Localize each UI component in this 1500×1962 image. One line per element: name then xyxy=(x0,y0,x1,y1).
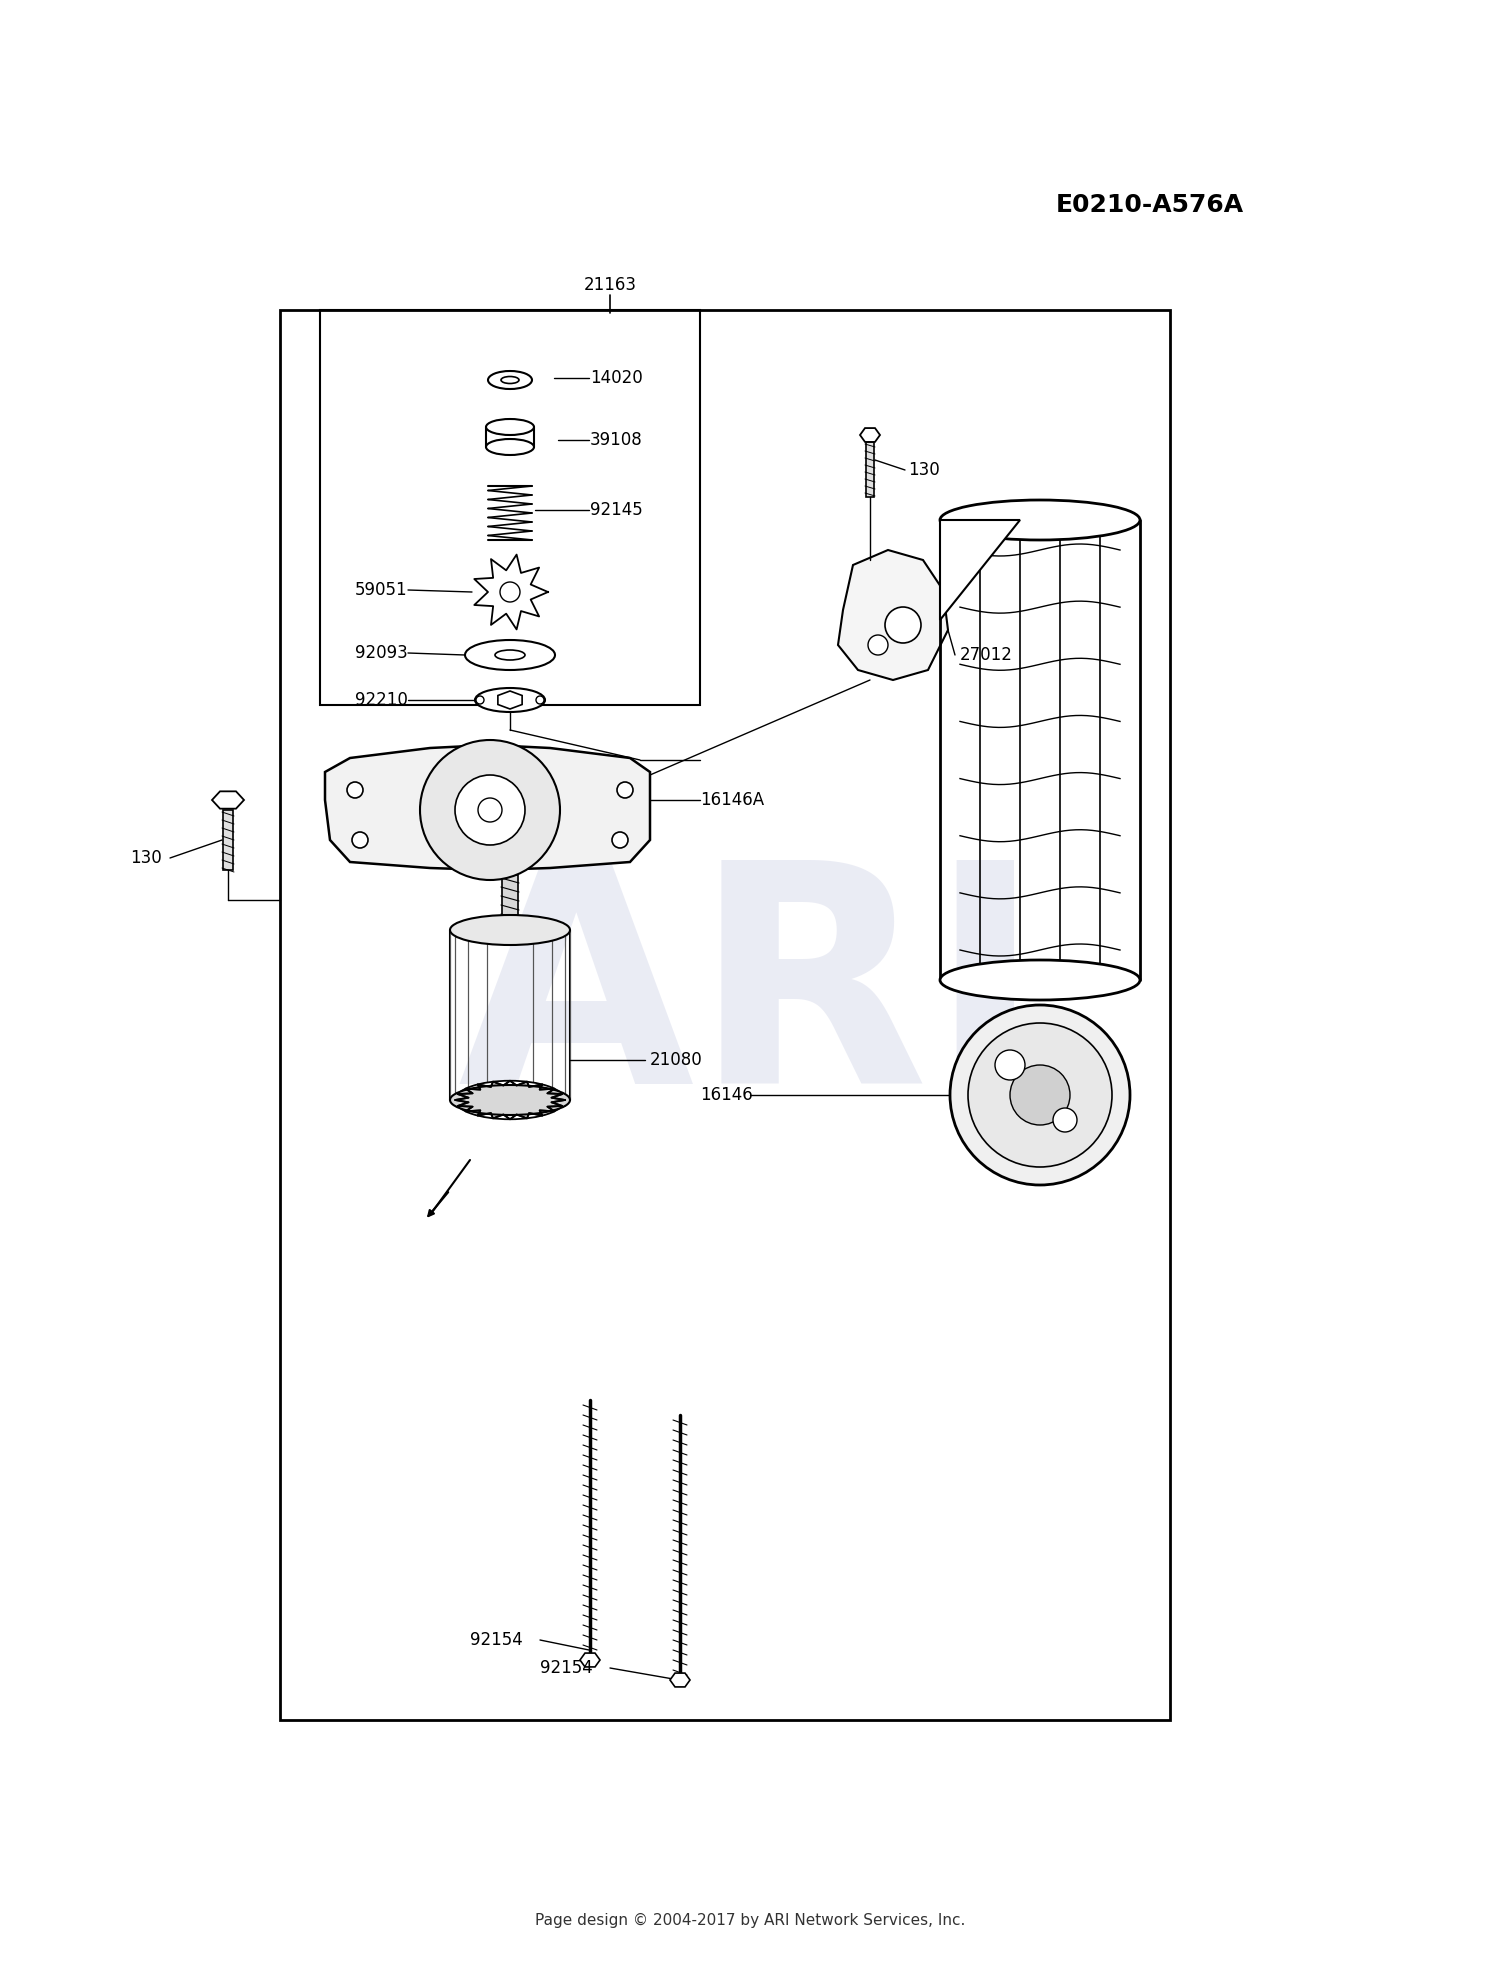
Circle shape xyxy=(476,697,484,704)
Circle shape xyxy=(968,1022,1112,1167)
Text: 92093: 92093 xyxy=(356,644,408,661)
Circle shape xyxy=(885,606,921,644)
Polygon shape xyxy=(211,791,244,808)
Bar xyxy=(320,310,700,704)
Bar xyxy=(224,810,232,869)
Circle shape xyxy=(454,775,525,846)
Ellipse shape xyxy=(454,1081,566,1118)
Circle shape xyxy=(1010,1065,1070,1124)
Polygon shape xyxy=(326,746,650,869)
Polygon shape xyxy=(498,691,522,708)
Ellipse shape xyxy=(495,649,525,659)
Text: 92210: 92210 xyxy=(356,691,408,708)
Ellipse shape xyxy=(940,959,1140,1001)
Polygon shape xyxy=(839,549,948,681)
Circle shape xyxy=(868,636,888,655)
Ellipse shape xyxy=(501,377,519,383)
Text: 14020: 14020 xyxy=(590,369,642,387)
Text: 92154: 92154 xyxy=(540,1660,592,1678)
Circle shape xyxy=(500,583,520,602)
Circle shape xyxy=(420,740,560,881)
Circle shape xyxy=(1053,1109,1077,1132)
Ellipse shape xyxy=(486,420,534,436)
Ellipse shape xyxy=(450,1085,570,1114)
Text: 39108: 39108 xyxy=(590,432,642,449)
Ellipse shape xyxy=(500,1097,520,1103)
Text: 21163: 21163 xyxy=(584,277,636,294)
Circle shape xyxy=(352,832,368,848)
Text: 59051: 59051 xyxy=(356,581,408,598)
Text: 27012: 27012 xyxy=(960,645,1012,663)
Circle shape xyxy=(536,697,544,704)
Circle shape xyxy=(346,783,363,799)
Text: ARI: ARI xyxy=(458,852,1042,1148)
Text: 130: 130 xyxy=(908,461,939,479)
Ellipse shape xyxy=(940,500,1140,540)
Text: 16146A: 16146A xyxy=(700,791,764,808)
Text: 130: 130 xyxy=(130,850,162,867)
Circle shape xyxy=(950,1005,1130,1185)
Bar xyxy=(503,875,518,930)
Text: 21080: 21080 xyxy=(650,1052,702,1069)
Circle shape xyxy=(994,1050,1024,1079)
Text: 92145: 92145 xyxy=(590,500,642,520)
Text: E0210-A576A: E0210-A576A xyxy=(1056,192,1244,218)
Polygon shape xyxy=(940,520,1020,620)
Bar xyxy=(280,310,1170,1721)
Ellipse shape xyxy=(450,914,570,946)
Circle shape xyxy=(616,783,633,799)
Text: 92154: 92154 xyxy=(470,1630,522,1648)
Circle shape xyxy=(612,832,628,848)
Text: Page design © 2004-2017 by ARI Network Services, Inc.: Page design © 2004-2017 by ARI Network S… xyxy=(536,1913,964,1927)
Ellipse shape xyxy=(488,371,532,388)
Ellipse shape xyxy=(476,689,544,712)
Polygon shape xyxy=(670,1674,690,1687)
Ellipse shape xyxy=(486,439,534,455)
Circle shape xyxy=(478,799,502,822)
Ellipse shape xyxy=(465,640,555,669)
Polygon shape xyxy=(580,1654,600,1668)
Text: 16146: 16146 xyxy=(700,1087,753,1105)
Polygon shape xyxy=(859,428,880,441)
Bar xyxy=(865,441,874,496)
